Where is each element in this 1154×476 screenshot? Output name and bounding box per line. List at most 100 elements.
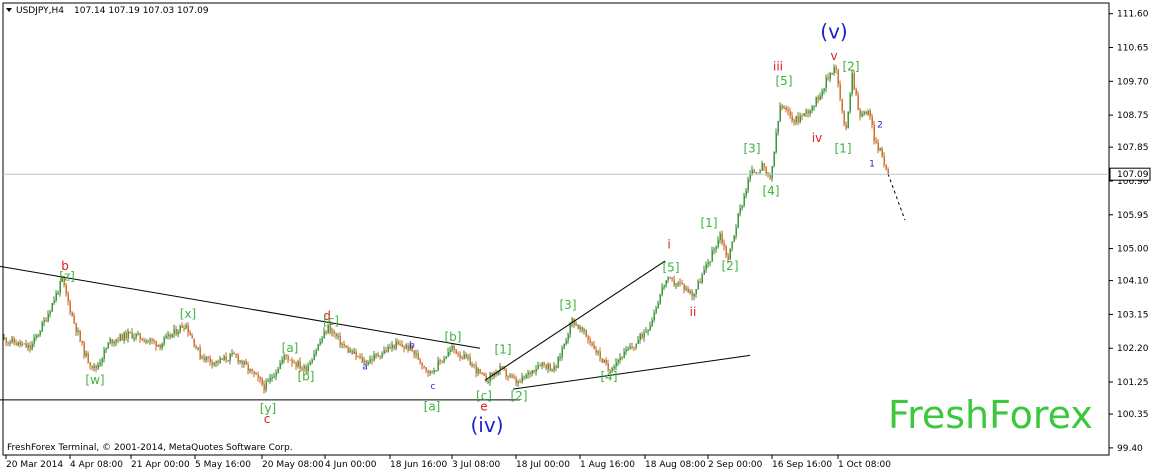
candle-body — [131, 332, 133, 339]
candle-body — [857, 94, 859, 110]
candle-body — [753, 169, 755, 173]
candle-body — [743, 195, 745, 206]
candle-body — [287, 355, 289, 360]
candle-body — [105, 348, 107, 350]
candle-body — [209, 358, 211, 362]
candle-body — [159, 344, 161, 349]
projection-line — [887, 173, 906, 221]
candle-body — [363, 360, 365, 362]
candle-body — [399, 344, 401, 346]
candle-body — [15, 342, 17, 346]
x-tick-label: 16 Sep 16:00 — [772, 460, 832, 470]
candle-body — [425, 367, 427, 371]
candle-body — [405, 345, 407, 349]
candle-body — [141, 338, 143, 341]
candle-body — [709, 261, 711, 263]
candle-body — [275, 372, 277, 377]
candle-body — [455, 349, 457, 354]
y-tick-label: 109.70 — [1117, 77, 1149, 87]
candle-body — [659, 294, 661, 304]
candle-body — [125, 332, 127, 339]
candle-body — [387, 346, 389, 352]
candle-body — [101, 358, 103, 363]
candle-body — [195, 346, 197, 348]
candle-body — [53, 300, 55, 304]
candles-layer — [3, 64, 889, 394]
candle-body — [241, 360, 243, 365]
candle-body — [465, 354, 467, 358]
wave-label: [a] — [282, 341, 299, 355]
candle-body — [495, 372, 497, 375]
candle-body — [323, 331, 325, 339]
axes-layer: 111.60 110.65 109.70 108.75 107.85 106.90 105.… — [3, 10, 1151, 470]
candle-body — [283, 354, 285, 360]
candle-body — [735, 227, 737, 236]
wave-label: e — [480, 400, 487, 414]
wave-label: [3] — [744, 141, 761, 155]
candle-body — [521, 376, 523, 382]
wave-label: [2] — [722, 259, 739, 273]
candle-body — [489, 373, 491, 382]
candle-body — [771, 166, 773, 179]
candle-body — [527, 372, 529, 375]
candle-body — [285, 354, 287, 356]
candle-body — [319, 341, 321, 345]
candle-body — [367, 362, 369, 365]
candle-body — [687, 288, 689, 293]
candle-body — [189, 332, 191, 336]
candle-body — [349, 350, 351, 353]
candle-body — [91, 365, 93, 368]
x-tick-label: 1 Oct 08:00 — [838, 460, 891, 470]
candle-body — [627, 348, 629, 350]
candle-body — [543, 362, 545, 365]
candle-body — [153, 340, 155, 342]
candle-body — [481, 372, 483, 374]
candle-body — [763, 163, 765, 167]
candle-body — [507, 376, 509, 378]
y-tick-label: 103.15 — [1117, 310, 1149, 320]
candle-body — [601, 358, 603, 363]
wave-label: 1 — [869, 160, 875, 170]
candle-body — [533, 370, 535, 372]
candle-body — [41, 322, 43, 332]
candle-body — [369, 359, 371, 363]
candle-body — [461, 357, 463, 359]
candle-body — [569, 323, 571, 335]
candle-body — [17, 341, 19, 346]
candle-body — [357, 356, 359, 358]
dropdown-triangle-icon[interactable] — [6, 8, 12, 12]
candle-body — [597, 351, 599, 353]
candle-body — [309, 362, 311, 366]
candle-body — [345, 346, 347, 348]
candle-body — [93, 365, 95, 368]
candle-body — [677, 282, 679, 285]
candle-body — [203, 357, 205, 361]
candle-body — [751, 169, 753, 175]
wave-label: [y] — [260, 401, 276, 415]
candle-body — [757, 172, 759, 174]
candle-body — [25, 343, 27, 348]
candle-body — [817, 96, 819, 100]
candle-body — [813, 105, 815, 107]
candle-body — [609, 370, 611, 372]
candle-body — [193, 338, 195, 347]
candle-body — [161, 343, 163, 349]
candle-body — [739, 207, 741, 214]
candle-body — [863, 111, 865, 114]
x-tick-label: 4 Jun 00:00 — [325, 460, 377, 470]
candle-body — [39, 331, 41, 335]
candle-body — [329, 324, 331, 333]
candle-body — [581, 327, 583, 332]
candle-body — [305, 366, 307, 372]
wave-label: c — [431, 382, 436, 392]
candle-body — [633, 347, 635, 349]
candle-body — [239, 360, 241, 362]
candle-body — [457, 353, 459, 355]
candle-body — [537, 365, 539, 369]
candle-body — [79, 331, 81, 341]
candle-body — [477, 368, 479, 374]
candle-body — [619, 357, 621, 361]
candle-body — [859, 109, 861, 117]
candle-body — [669, 277, 671, 279]
